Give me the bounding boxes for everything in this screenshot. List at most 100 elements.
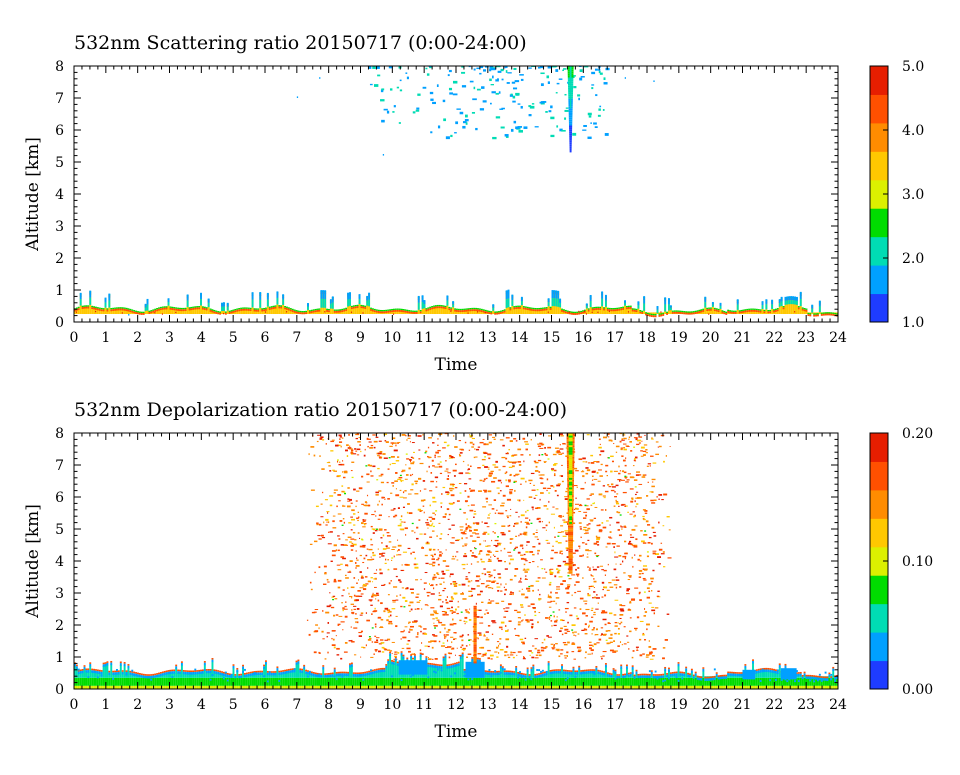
data-cell [550, 135, 554, 137]
data-cell [143, 675, 145, 678]
data-cell [441, 306, 443, 308]
data-cell [635, 460, 636, 461]
data-cell [422, 434, 424, 435]
data-cell [310, 582, 312, 584]
data-cell [446, 570, 450, 571]
data-cell [550, 615, 552, 616]
data-cell [566, 521, 567, 523]
data-cell [783, 307, 785, 309]
data-cell [101, 308, 103, 309]
data-cell [601, 509, 604, 510]
data-cell [412, 457, 414, 459]
data-cell [555, 592, 558, 593]
data-cell [647, 555, 649, 557]
data-cell [483, 443, 486, 445]
data-cell [467, 312, 468, 313]
data-cell [99, 671, 101, 674]
data-cell [585, 657, 587, 658]
data-cell [234, 676, 236, 679]
data-cell [771, 304, 773, 309]
data-cell [95, 308, 97, 310]
data-cell [443, 118, 446, 121]
data-cell [515, 93, 519, 96]
data-cell [651, 437, 653, 438]
data-cell [661, 553, 665, 554]
data-cell [342, 505, 343, 506]
data-cell [637, 305, 639, 309]
data-cell [164, 306, 166, 307]
data-cell [410, 312, 412, 314]
data-cell [391, 557, 393, 558]
data-cell [642, 516, 644, 517]
data-cell [444, 588, 446, 589]
data-cell [442, 614, 445, 616]
data-cell [616, 308, 618, 309]
data-cell [483, 533, 486, 535]
data-cell [378, 490, 381, 491]
data-cell [381, 619, 384, 621]
data-cell [601, 627, 603, 628]
data-cell [432, 501, 436, 502]
data-cell [478, 632, 482, 633]
data-cell [441, 624, 445, 626]
data-cell [663, 566, 665, 567]
data-cell [633, 465, 635, 466]
data-cell [504, 651, 507, 653]
data-cell [547, 543, 550, 544]
data-cell [367, 495, 368, 496]
data-cell [168, 672, 170, 675]
data-cell [498, 71, 502, 73]
data-cell [297, 312, 299, 314]
data-cell [650, 500, 654, 501]
data-cell [597, 307, 599, 308]
data-cell [116, 678, 118, 686]
data-cell [345, 539, 348, 540]
data-cell [569, 141, 571, 143]
data-cell [360, 615, 363, 616]
data-cell [93, 669, 95, 671]
data-cell [336, 635, 337, 636]
data-cell [131, 673, 133, 676]
data-cell [445, 460, 446, 461]
data-cell [560, 448, 564, 449]
data-cell [338, 625, 340, 626]
data-cell [643, 518, 645, 520]
data-cell [319, 455, 320, 457]
data-cell [644, 569, 647, 571]
data-cell [524, 564, 526, 565]
data-cell [468, 640, 470, 641]
data-cell [402, 587, 404, 588]
data-cell [624, 472, 627, 473]
data-cell [646, 452, 648, 453]
data-cell [618, 307, 620, 308]
data-cell [570, 102, 571, 104]
data-cell [437, 306, 439, 308]
data-cell [275, 307, 277, 309]
data-cell [405, 435, 407, 436]
data-cell [338, 500, 341, 501]
data-cell [518, 535, 519, 536]
data-cell [541, 101, 544, 103]
data-cell [491, 658, 493, 659]
data-cell [551, 470, 553, 471]
data-cell [160, 307, 162, 308]
data-cell [351, 470, 353, 471]
data-cell [462, 309, 464, 310]
data-cell [95, 311, 96, 312]
data-cell [171, 670, 173, 672]
data-cell [263, 675, 265, 677]
data-cell [451, 542, 454, 543]
data-cell [633, 511, 635, 512]
data-cell [340, 564, 343, 565]
data-cell [135, 311, 137, 312]
data-cell [545, 646, 547, 648]
data-cell [373, 578, 376, 579]
data-cell [371, 514, 374, 515]
data-cell [412, 474, 413, 475]
data-cell [720, 306, 722, 309]
data-cell [189, 670, 191, 672]
data-cell [450, 490, 453, 491]
data-cell [540, 474, 544, 475]
data-cell [566, 592, 569, 594]
data-cell [202, 308, 204, 310]
